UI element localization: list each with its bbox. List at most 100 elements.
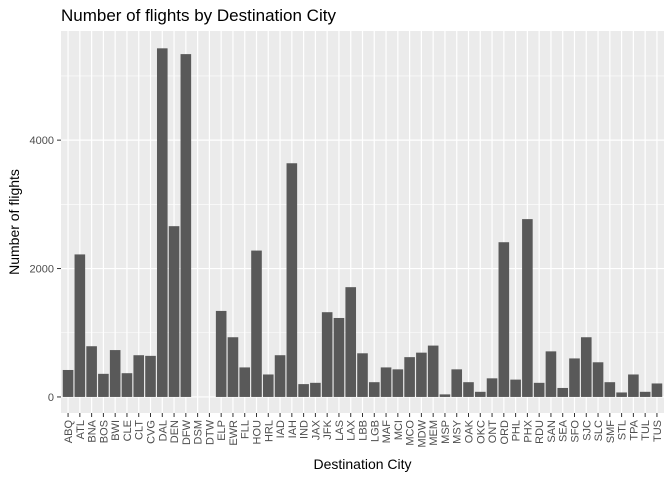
x-tick-label: MSY (452, 419, 464, 444)
x-tick-label: SEA (558, 419, 570, 442)
bar-den (168, 226, 180, 397)
x-tick-label: MDW (416, 419, 428, 447)
x-tick-label: SAN (546, 420, 558, 443)
bar-sfo (569, 358, 580, 397)
bar-oak (463, 382, 474, 397)
x-tick-label: EWR (228, 420, 240, 446)
x-tick-label: CLT (134, 420, 146, 440)
bar-okc (474, 391, 486, 397)
x-tick-label: MEM (428, 420, 440, 446)
x-tick-label: ATL (75, 420, 87, 439)
x-tick-label: SFO (569, 420, 581, 443)
x-tick-label: SLC (593, 420, 605, 441)
bar-jfk (321, 312, 333, 397)
bars (62, 48, 663, 397)
x-tick-label: IAD (275, 420, 287, 438)
bar-san (545, 351, 557, 397)
x-tick-label: MCI (393, 420, 405, 440)
bar-mdw (416, 352, 427, 397)
bar-dal (156, 48, 168, 397)
bar-hou (251, 250, 262, 397)
x-tick-label: LAS (334, 420, 346, 441)
x-tick-label: CLE (122, 420, 134, 441)
x-tick-label: DEN (169, 420, 181, 443)
bar-tus (651, 383, 663, 397)
y-axis: 0 2000 4000 (30, 135, 61, 404)
x-tick-label: TUL (640, 420, 652, 441)
bar-ord (498, 242, 510, 397)
x-tick-label: OKC (475, 420, 487, 444)
y-axis-title: Number of flights (6, 169, 22, 275)
bar-elp (215, 310, 227, 397)
bar-mem (427, 345, 439, 397)
x-axis-title: Destination City (313, 456, 411, 472)
bar-rdu (533, 382, 545, 397)
y-tick-label: 4000 (30, 135, 54, 147)
bar-iah (286, 163, 298, 397)
x-tick-label: ELP (216, 420, 228, 441)
x-tick-label: DFW (181, 419, 193, 445)
x-axis: ABQ ATL BNA BOS BWI CLE CLT CVG DAL DEN DFW DSM DTW E… (63, 413, 664, 448)
bar-mci (392, 369, 404, 397)
bar-msp (439, 394, 451, 397)
bar-lax (345, 287, 357, 397)
bar-tpa (628, 374, 639, 397)
x-tick-label: TPA (628, 419, 640, 440)
bar-bwi (109, 350, 121, 397)
bar-cle (121, 373, 133, 397)
x-tick-label: ONT (487, 420, 499, 444)
x-tick-label: PHL (511, 420, 523, 441)
x-tick-label: LAX (346, 419, 358, 440)
x-tick-label: STL (617, 420, 629, 440)
bar-cvg (145, 355, 156, 397)
bar-mco (404, 357, 415, 397)
bar-atl (74, 254, 86, 397)
bar-hrl (262, 374, 274, 397)
x-tick-label: IAH (287, 420, 299, 438)
bar-maf (380, 367, 392, 397)
x-tick-label: HRL (263, 420, 275, 442)
bar-lgb (368, 382, 380, 397)
bar-phl (510, 379, 521, 397)
x-tick-label: BWI (110, 420, 122, 441)
bar-jax (310, 382, 321, 397)
x-tick-label: CVG (146, 420, 158, 444)
x-tick-label: JFK (322, 419, 334, 439)
bar-phx (522, 219, 533, 397)
x-tick-label: TUS (652, 420, 664, 442)
x-tick-label: SJC (581, 420, 593, 441)
bar-stl (616, 392, 627, 397)
bar-ont (486, 378, 498, 397)
x-tick-label: LGB (369, 420, 381, 442)
x-tick-label: BNA (87, 419, 99, 442)
bar-smf (604, 382, 616, 397)
bar-clt (133, 355, 145, 397)
bar-bos (98, 373, 109, 397)
x-tick-label: ORD (499, 420, 511, 445)
bar-bna (86, 346, 97, 397)
x-tick-label: BOS (98, 420, 110, 443)
x-tick-label: RDU (534, 420, 546, 444)
x-tick-label: LBB (358, 420, 370, 441)
bar-tul (639, 391, 651, 397)
x-tick-label: IND (299, 420, 311, 439)
y-tick-label: 2000 (30, 264, 54, 276)
bar-abq (62, 369, 74, 397)
x-tick-label: SMF (605, 420, 617, 444)
x-tick-label: OAK (463, 419, 475, 443)
x-tick-label: DSM (193, 420, 205, 444)
y-tick-label: 0 (48, 392, 54, 404)
x-tick-label: MSP (440, 420, 452, 444)
bar-ind (298, 384, 309, 397)
bar-slc (592, 362, 604, 397)
x-tick-label: HOU (252, 420, 264, 445)
x-tick-label: PHX (522, 419, 534, 442)
bar-fll (239, 367, 251, 397)
x-tick-label: JAX (310, 419, 322, 440)
bar-dfw (180, 54, 192, 397)
bar-sea (557, 387, 569, 397)
bar-las (333, 317, 345, 397)
bar-lbb (357, 353, 368, 397)
bar-msy (451, 369, 463, 397)
